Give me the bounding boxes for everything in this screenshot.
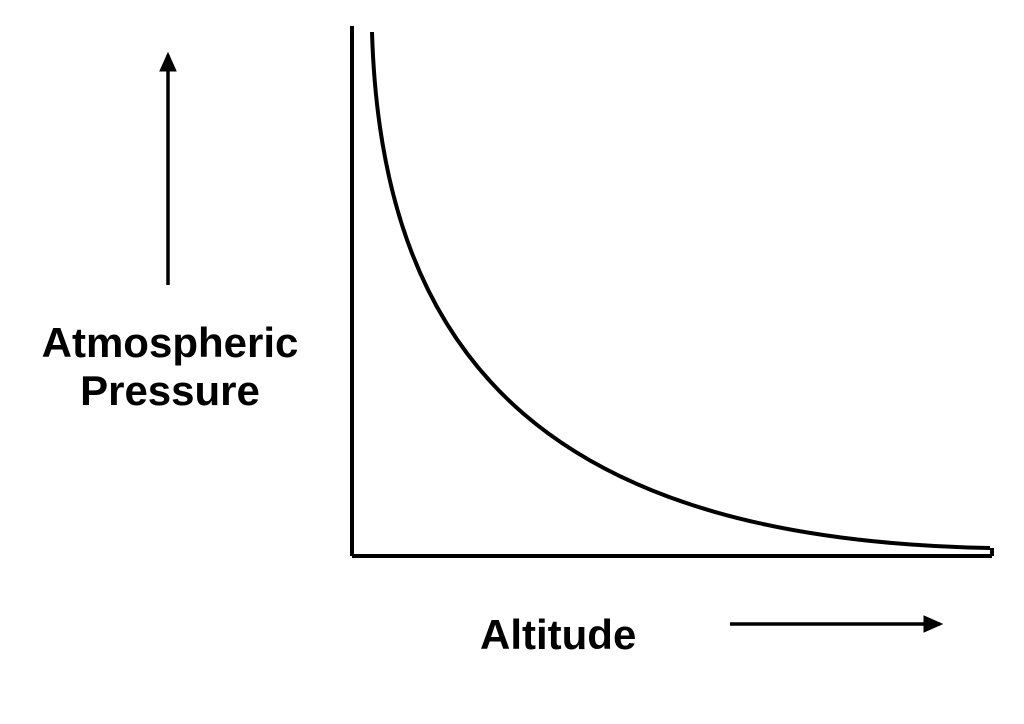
y-axis-label-line1: Atmospheric (10, 319, 330, 367)
pressure-curve (372, 32, 990, 548)
plot-axes (352, 26, 992, 556)
y-axis-label: Atmospheric Pressure (10, 319, 330, 416)
y-axis-label-line2: Pressure (10, 367, 330, 415)
y-axis-arrow (159, 52, 177, 285)
chart-container: Atmospheric Pressure Altitude (0, 0, 1024, 724)
x-axis-arrow (730, 615, 943, 633)
x-axis-label: Altitude (480, 611, 636, 659)
